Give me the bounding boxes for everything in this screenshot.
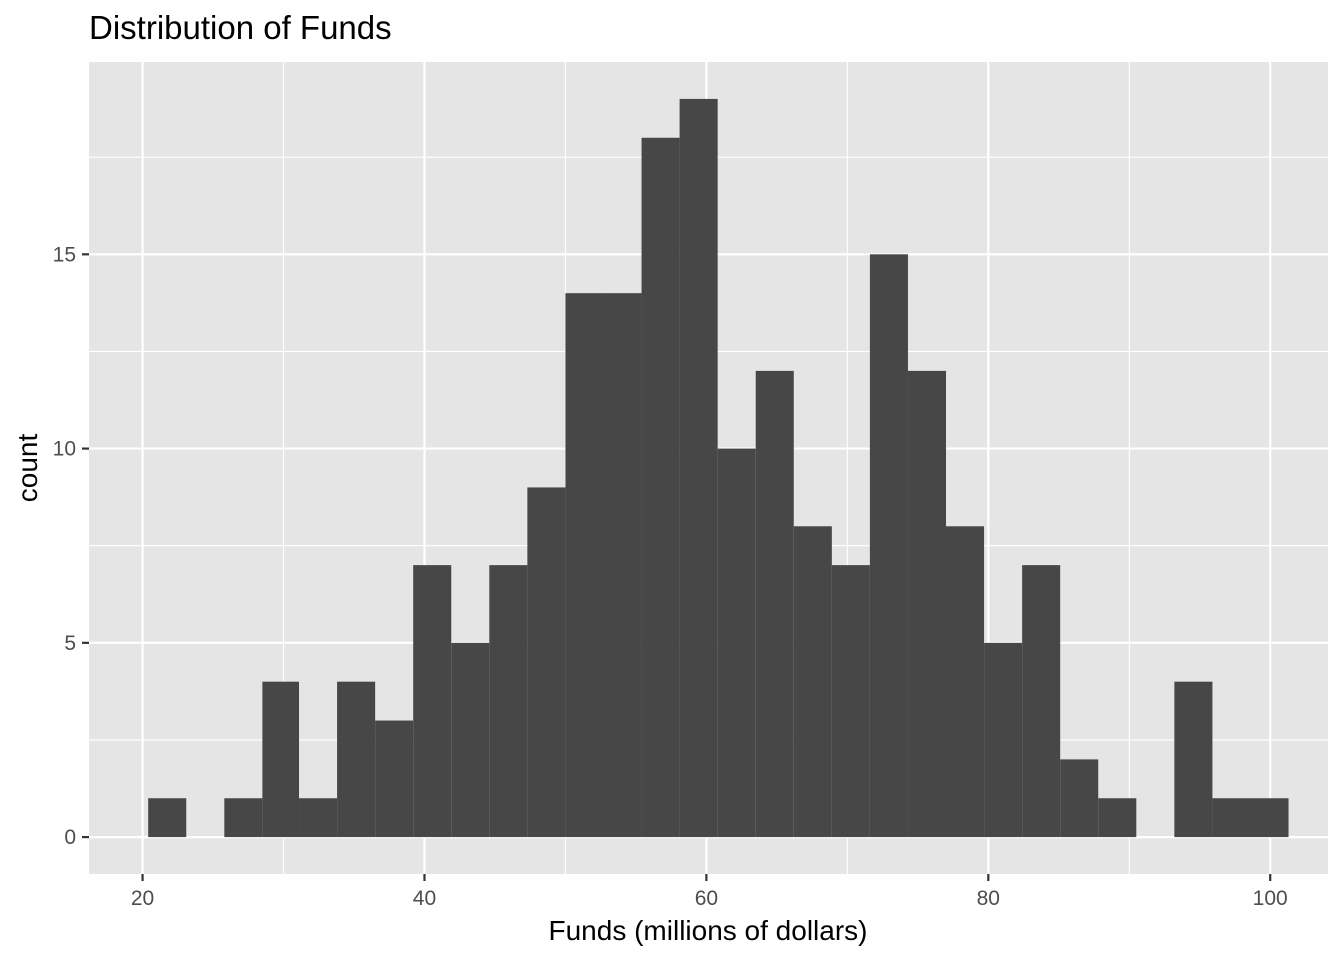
histogram-bars: [148, 98, 1289, 838]
histogram-bar: [337, 681, 376, 838]
y-tick-label: 5: [64, 632, 76, 655]
histogram-bar: [224, 798, 263, 838]
histogram-bar: [1174, 681, 1213, 838]
histogram-bar: [831, 565, 870, 838]
histogram-bar: [1060, 759, 1099, 838]
histogram-bar: [907, 370, 947, 838]
histogram-bar: [262, 681, 300, 838]
histogram-bar: [489, 565, 528, 838]
y-tick-label: 15: [53, 243, 76, 266]
histogram-bar: [1022, 565, 1061, 838]
x-tick-label: 40: [413, 887, 436, 910]
histogram-bar: [148, 798, 187, 838]
histogram-bar: [299, 798, 338, 838]
histogram-bar: [946, 526, 985, 838]
x-tick-label: 80: [977, 887, 1000, 910]
histogram-bar: [413, 565, 452, 838]
y-tick-label: 0: [64, 826, 76, 849]
histogram-bar: [793, 526, 832, 838]
x-axis-title: Funds (millions of dollars): [549, 915, 868, 946]
x-tick-label: 20: [131, 887, 154, 910]
histogram-bar: [1212, 798, 1251, 838]
y-tick-label: 10: [53, 438, 76, 461]
y-axis-title: count: [12, 434, 43, 503]
histogram-bar: [375, 720, 414, 838]
histogram-bar: [603, 293, 642, 838]
x-tick-label: 100: [1253, 887, 1288, 910]
y-axis: 0 5 10 15: [53, 243, 89, 849]
histogram-bar: [1250, 798, 1289, 838]
histogram-bar: [679, 98, 718, 838]
histogram-bar: [641, 137, 680, 838]
histogram-bar: [565, 293, 604, 838]
x-tick-label: 60: [695, 887, 718, 910]
chart-title: Distribution of Funds: [89, 9, 392, 46]
histogram-bar: [755, 370, 794, 838]
histogram-bar: [717, 448, 756, 838]
histogram-bar: [527, 487, 566, 838]
x-axis: 20 40 60 80 100: [131, 874, 1288, 910]
histogram-bar: [869, 254, 908, 838]
histogram-bar: [1098, 798, 1137, 838]
histogram-bar: [451, 642, 490, 838]
histogram-bar: [984, 642, 1023, 838]
